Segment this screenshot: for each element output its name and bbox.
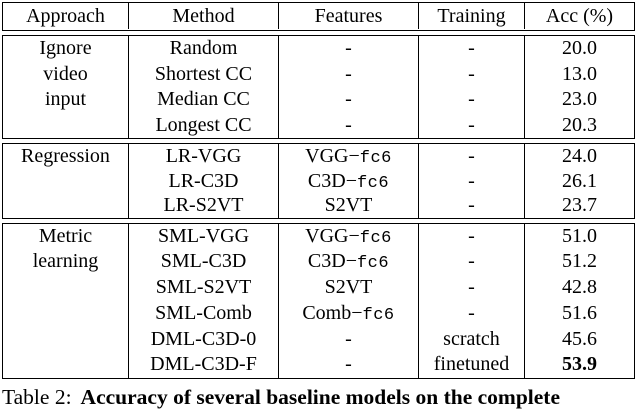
features-cell: -: [278, 87, 418, 113]
features-mono-text: fc6: [359, 228, 392, 248]
training-cell: -: [418, 223, 524, 250]
training-cell: -: [418, 193, 524, 218]
accuracy-cell: 23.0: [524, 87, 634, 113]
training-cell: -: [418, 112, 524, 138]
method-cell: SML-S2VT: [128, 275, 278, 301]
training-cell: -: [418, 275, 524, 301]
caption-label: Table 2:: [2, 385, 72, 410]
features-text: -: [345, 327, 352, 350]
features-cell: -: [278, 352, 418, 379]
features-text: -: [345, 37, 352, 59]
training-cell: -: [418, 36, 524, 62]
features-text: S2VT: [324, 276, 373, 299]
training-cell: finetuned: [418, 352, 524, 379]
accuracy-cell: 23.7: [524, 193, 634, 218]
method-cell: LR-S2VT: [128, 193, 278, 218]
accuracy-cell: 24.0: [524, 144, 634, 169]
table-body: Ignore video input Random - -20.0 Shortest CC -…: [2, 35, 640, 380]
features-text: VGG−: [305, 145, 360, 167]
features-text: S2VT: [324, 194, 373, 216]
method-cell: Random: [128, 36, 278, 62]
table-section: Ignore video input Random - -20.0 Shortest CC -…: [2, 35, 635, 139]
accuracy-cell: 51.0: [524, 223, 634, 250]
features-cell: -: [278, 36, 418, 62]
features-cell: VGG−fc6: [278, 144, 418, 169]
table-section: Regression LR-VGG VGG−fc6-24.0 LR-C3D C3D−fc…: [2, 143, 635, 219]
accuracy-cell: 45.6: [524, 326, 634, 353]
training-cell: -: [418, 168, 524, 193]
approach-cell: Ignore video input: [3, 36, 128, 138]
accuracy-cell: 42.8: [524, 275, 634, 301]
accuracy-cell: 26.1: [524, 168, 634, 193]
accuracy-cell: 51.6: [524, 300, 634, 327]
features-text: C3D−: [307, 250, 357, 273]
features-text: VGG−: [305, 224, 360, 247]
training-cell: scratch: [418, 326, 524, 353]
training-cell: -: [418, 61, 524, 87]
method-cell: Longest CC: [128, 112, 278, 138]
features-cell: S2VT: [278, 275, 418, 301]
features-cell: Comb−fc6: [278, 300, 418, 327]
features-cell: S2VT: [278, 193, 418, 218]
features-text: -: [345, 113, 352, 136]
approach-line: Regression: [21, 145, 110, 167]
features-cell: -: [278, 326, 418, 353]
method-cell: DML-C3D-F: [128, 352, 278, 379]
table-section: Metric learning SML-VGG VGG−fc6-51.0 SML-C3D…: [2, 222, 635, 380]
approach-line: Ignore: [39, 37, 92, 59]
method-cell: DML-C3D-0: [128, 326, 278, 353]
training-cell: -: [418, 300, 524, 327]
caption-text: Accuracy of several baseline models on t…: [80, 385, 561, 410]
features-text: Comb−: [302, 301, 363, 324]
method-cell: LR-VGG: [128, 144, 278, 169]
approach-line: video: [43, 62, 88, 85]
column-header-features: Features: [278, 3, 418, 29]
column-header-acc: Acc (%): [524, 3, 634, 29]
features-text: -: [345, 62, 352, 85]
training-cell: -: [418, 249, 524, 276]
features-cell: C3D−fc6: [278, 249, 418, 276]
training-cell: -: [418, 144, 524, 169]
features-text: C3D−: [307, 169, 357, 192]
approach-cell: Regression: [3, 144, 128, 218]
accuracy-cell: 20.3: [524, 112, 634, 138]
features-cell: -: [278, 61, 418, 87]
method-cell: SML-C3D: [128, 249, 278, 276]
approach-line: Metric: [38, 224, 93, 247]
features-cell: C3D−fc6: [278, 168, 418, 193]
method-cell: SML-VGG: [128, 223, 278, 250]
method-cell: LR-C3D: [128, 168, 278, 193]
table-caption: Table 2: Accuracy of several baseline mod…: [0, 385, 640, 410]
features-mono-text: fc6: [362, 305, 395, 325]
approach-cell: Metric learning: [3, 224, 128, 379]
table-header-row: Approach Method Features Training Acc (%): [2, 2, 635, 31]
accuracy-cell: 51.2: [524, 249, 634, 276]
features-text: -: [345, 88, 352, 110]
features-cell: VGG−fc6: [278, 223, 418, 250]
column-header-method: Method: [128, 3, 278, 29]
method-cell: SML-Comb: [128, 300, 278, 327]
features-mono-text: fc6: [356, 173, 390, 193]
accuracy-cell: 20.0: [524, 36, 634, 62]
features-mono-text: fc6: [356, 254, 390, 274]
approach-line: learning: [32, 250, 99, 273]
training-cell: -: [418, 87, 524, 113]
method-cell: Shortest CC: [128, 61, 278, 87]
column-header-training: Training: [418, 3, 524, 29]
accuracy-cell: 53.9: [524, 352, 634, 379]
features-text: -: [345, 353, 352, 376]
features-cell: -: [278, 112, 418, 138]
features-mono-text: fc6: [359, 149, 392, 168]
column-header-approach: Approach: [26, 5, 105, 27]
method-cell: Median CC: [128, 87, 278, 113]
accuracy-cell: 13.0: [524, 61, 634, 87]
approach-line: input: [44, 88, 87, 110]
